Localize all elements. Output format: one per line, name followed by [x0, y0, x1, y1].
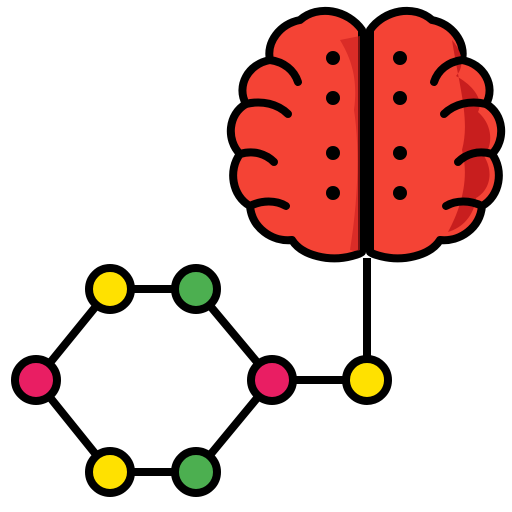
brain-fold [440, 98, 490, 118]
brain-fold [266, 56, 302, 86]
brain-fold [430, 56, 466, 86]
brain-fold [454, 148, 496, 166]
node-right [247, 355, 297, 405]
molecule-bonds [32, 285, 367, 476]
brain-fold [246, 197, 290, 210]
brain-fold [442, 197, 486, 210]
brain-shadow-left [340, 36, 360, 251]
brain-icon [226, 7, 506, 263]
brain-fold [236, 148, 278, 166]
node-left [11, 355, 61, 405]
molecule-ring [11, 264, 392, 497]
node-connector [342, 355, 392, 405]
brain-left-hemisphere [226, 7, 366, 263]
brain-shadow [448, 40, 491, 232]
node-top-left [85, 264, 135, 314]
node-bottom-left [85, 447, 135, 497]
brain-dots [326, 51, 407, 200]
node-bottom-right [171, 447, 221, 497]
brain-fold [242, 98, 292, 118]
node-top-right [171, 264, 221, 314]
